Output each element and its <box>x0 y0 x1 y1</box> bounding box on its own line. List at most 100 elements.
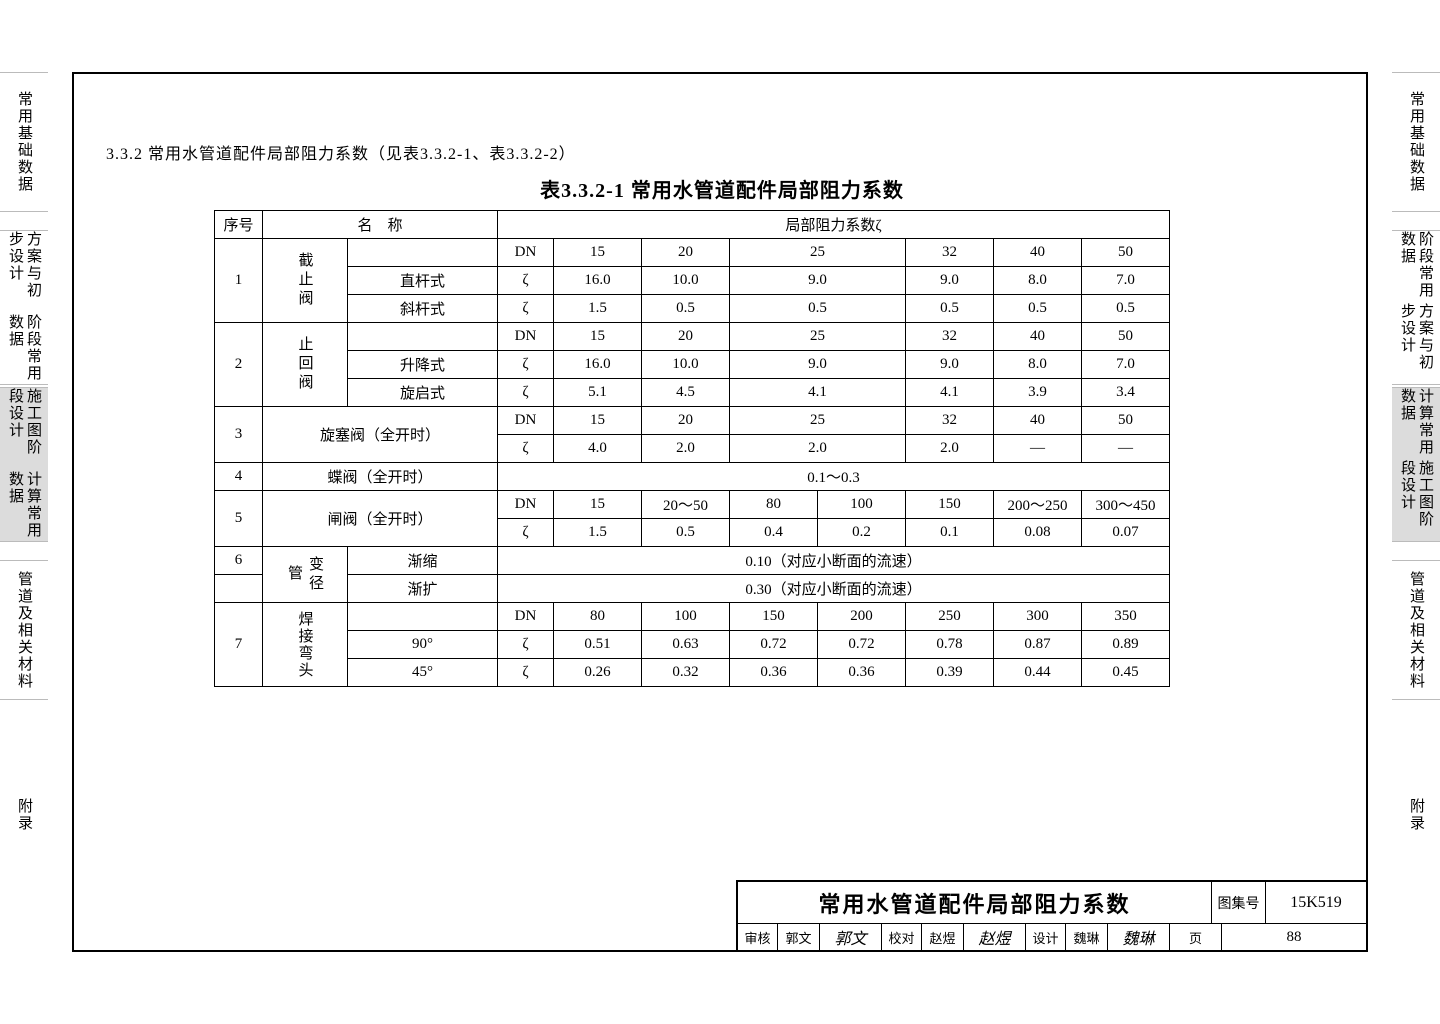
table-row: 2 止回阀 DN 15 20 25 32 40 50 <box>215 323 1170 351</box>
cell: 0.87 <box>994 631 1082 659</box>
cell: 0.4 <box>730 519 818 547</box>
cell: 5.1 <box>554 379 642 407</box>
cell: 4.0 <box>554 435 642 463</box>
cell: 16.0 <box>554 267 642 295</box>
cell: 32 <box>906 239 994 267</box>
cell: 32 <box>906 407 994 435</box>
design-name: 魏琳 <box>1066 924 1108 950</box>
cell: 9.0 <box>730 267 906 295</box>
side-tab-construction-r: 计算常用数据施工图阶段设计 <box>1392 387 1440 542</box>
atlas-label: 图集号 <box>1212 882 1266 923</box>
table-row: 升降式 ζ 16.0 10.0 9.0 9.0 8.0 7.0 <box>215 351 1170 379</box>
cell-seq: 3 <box>215 407 263 463</box>
table-row: 45° ζ 0.26 0.32 0.36 0.36 0.39 0.44 0.45 <box>215 659 1170 687</box>
proof-label: 校对 <box>882 924 922 950</box>
cell: 20 <box>642 239 730 267</box>
cell: 0.89 <box>1082 631 1170 659</box>
side-tab-scheme: 方案与初步设计 阶段常用数据 <box>0 230 48 385</box>
cell: 0.5 <box>1082 295 1170 323</box>
cell: 0.39 <box>906 659 994 687</box>
table-row: 斜杆式 ζ 1.5 0.5 0.5 0.5 0.5 0.5 <box>215 295 1170 323</box>
cell-span: 0.1～0.3 <box>498 463 1170 491</box>
cell-group: 截止阀 <box>263 239 348 323</box>
cell: 4.5 <box>642 379 730 407</box>
side-tab-appendix-r: 附录 <box>1392 760 1440 870</box>
table-row: 1 截止阀 DN 15 20 25 32 40 50 <box>215 239 1170 267</box>
cell-sub <box>348 323 498 351</box>
table-row: 旋启式 ζ 5.1 4.5 4.1 4.1 3.9 3.4 <box>215 379 1170 407</box>
cell: 9.0 <box>730 351 906 379</box>
cell: 0.44 <box>994 659 1082 687</box>
side-tab-basic-data-r: 常用基础数据 <box>1392 72 1440 212</box>
cell: 250 <box>906 603 994 631</box>
review-name: 郭文 <box>778 924 820 950</box>
drawing-frame: 3.3.2 常用水管道配件局部阻力系数（见表3.3.2-1、表3.3.2-2） … <box>72 72 1368 952</box>
cell: 50 <box>1082 323 1170 351</box>
page: 常用基础数据 方案与初步设计 阶段常用数据 施工图阶段设计 计算常用数据 管道及… <box>0 0 1440 1024</box>
table-row: 4 蝶阀（全开时） 0.1～0.3 <box>215 463 1170 491</box>
table-row: 6 变径管 渐缩 0.10（对应小断面的流速） <box>215 547 1170 575</box>
cell-seq: 4 <box>215 463 263 491</box>
cell-group: 变径管 <box>263 547 348 603</box>
cell-sym: ζ <box>498 519 554 547</box>
right-side-tabs: 常用基础数据 阶段常用数据方案与初步设计 计算常用数据施工图阶段设计 管道及相关… <box>1392 0 1440 1024</box>
table-row: 90° ζ 0.51 0.63 0.72 0.72 0.78 0.87 0.89 <box>215 631 1170 659</box>
title-block: 常用水管道配件局部阻力系数 图集号 15K519 审核 郭文 郭文 校对 赵煜 … <box>736 880 1366 950</box>
cell: 0.5 <box>730 295 906 323</box>
left-side-tabs: 常用基础数据 方案与初步设计 阶段常用数据 施工图阶段设计 计算常用数据 管道及… <box>0 0 48 1024</box>
cell-sym: DN <box>498 239 554 267</box>
cell-seq: 1 <box>215 239 263 323</box>
cell: 100 <box>642 603 730 631</box>
cell-sub: 旋启式 <box>348 379 498 407</box>
cell-sym: DN <box>498 603 554 631</box>
cell: 9.0 <box>906 351 994 379</box>
cell-group: 焊接弯头 <box>263 603 348 687</box>
cell: 2.0 <box>906 435 994 463</box>
cell: 0.26 <box>554 659 642 687</box>
cell: 50 <box>1082 407 1170 435</box>
cell: 4.1 <box>730 379 906 407</box>
cell-sub <box>348 239 498 267</box>
cell-sub: 升降式 <box>348 351 498 379</box>
cell-group: 止回阀 <box>263 323 348 407</box>
page-label: 页 <box>1170 924 1222 950</box>
cell: 300 <box>994 603 1082 631</box>
cell-sym: DN <box>498 407 554 435</box>
review-signature: 郭文 <box>820 924 882 950</box>
side-tab-construction: 施工图阶段设计 计算常用数据 <box>0 387 48 542</box>
cell: 0.72 <box>818 631 906 659</box>
cell: 0.78 <box>906 631 994 659</box>
cell: 9.0 <box>906 267 994 295</box>
page-number: 88 <box>1222 924 1366 950</box>
table-row: 3 旋塞阀（全开时） DN 15 20 25 32 40 50 <box>215 407 1170 435</box>
cell: 20 <box>642 323 730 351</box>
cell: 15 <box>554 491 642 519</box>
cell-sym: ζ <box>498 379 554 407</box>
table-header-row: 序号 名 称 局部阻力系数ζ <box>215 211 1170 239</box>
cell: — <box>1082 435 1170 463</box>
cell: 3.9 <box>994 379 1082 407</box>
col-name: 名 称 <box>263 211 498 239</box>
cell: 0.36 <box>730 659 818 687</box>
cell: 0.5 <box>642 295 730 323</box>
cell-span: 0.30（对应小断面的流速） <box>498 575 1170 603</box>
cell: 350 <box>1082 603 1170 631</box>
cell: 10.0 <box>642 267 730 295</box>
cell: 0.45 <box>1082 659 1170 687</box>
cell: 16.0 <box>554 351 642 379</box>
cell-seq: 6 <box>215 547 263 575</box>
cell: 0.07 <box>1082 519 1170 547</box>
cell-sub: 直杆式 <box>348 267 498 295</box>
cell-sym: ζ <box>498 659 554 687</box>
cell: 10.0 <box>642 351 730 379</box>
proof-name: 赵煜 <box>922 924 964 950</box>
design-signature: 魏琳 <box>1108 924 1170 950</box>
cell: 25 <box>730 407 906 435</box>
cell: 15 <box>554 407 642 435</box>
coefficient-table: 序号 名 称 局部阻力系数ζ 1 截止阀 DN 15 20 25 32 40 5… <box>214 210 1170 687</box>
cell: 150 <box>906 491 994 519</box>
design-label: 设计 <box>1026 924 1066 950</box>
cell: 40 <box>994 323 1082 351</box>
cell: 8.0 <box>994 267 1082 295</box>
cell-name: 旋塞阀（全开时） <box>263 407 498 463</box>
